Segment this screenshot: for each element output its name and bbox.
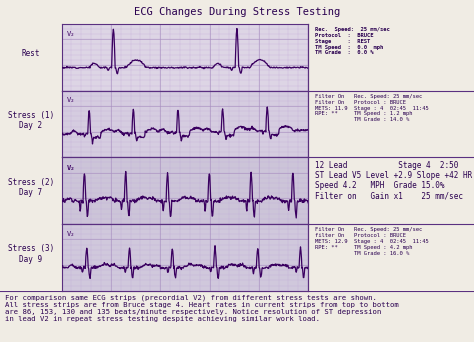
- Text: V₂: V₂: [66, 165, 75, 171]
- Text: V₂: V₂: [66, 97, 75, 103]
- Text: Stress (2)
Day 7: Stress (2) Day 7: [8, 177, 54, 197]
- Text: Rest: Rest: [21, 50, 40, 58]
- Text: V₂: V₂: [66, 231, 75, 237]
- Text: For comparison same ECG strips (precordial V2) from different stress tests are s: For comparison same ECG strips (precordi…: [5, 295, 399, 322]
- Text: 12 Lead           Stage 4  2:50
ST Lead V5 Level +2.9 Slope +42 HR 138
Speed 4.2: 12 Lead Stage 4 2:50 ST Lead V5 Level +2…: [315, 161, 474, 201]
- Text: Stress (3)
Day 9: Stress (3) Day 9: [8, 244, 54, 264]
- Text: Rec.  Speed:  25 mm/sec
Protocol  :  BRUCE
Stage     :  REST
TM Speed  :  0.0  m: Rec. Speed: 25 mm/sec Protocol : BRUCE S…: [315, 27, 390, 55]
- Text: Filter On   Rec. Speed: 25 mm/sec
Filter On   Protocol : BRUCE
METS: 11.9  Stage: Filter On Rec. Speed: 25 mm/sec Filter O…: [315, 94, 428, 122]
- Text: Stress (1)
Day 2: Stress (1) Day 2: [8, 111, 54, 130]
- Text: Filter On   Rec. Speed: 25 mm/sec
filter On   Protocol : BRUCE
METS: 12.9  Stage: Filter On Rec. Speed: 25 mm/sec filter O…: [315, 227, 428, 255]
- Text: V₂: V₂: [66, 31, 75, 37]
- Text: ECG Changes During Stress Testing: ECG Changes During Stress Testing: [134, 7, 340, 17]
